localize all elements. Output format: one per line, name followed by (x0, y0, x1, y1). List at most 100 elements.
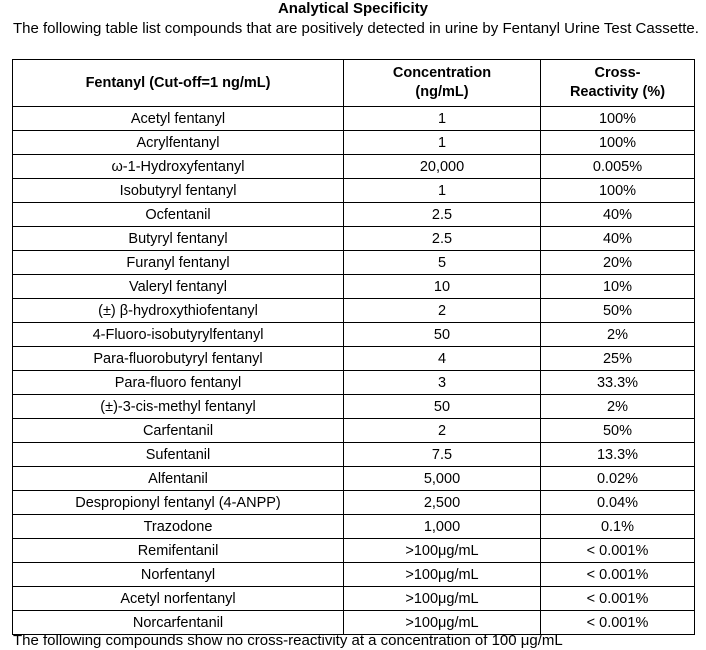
concentration-cell: 5,000 (343, 466, 541, 491)
table-header-row: Fentanyl (Cut-off=1 ng/mL) Concentration… (12, 59, 695, 107)
cross-reactivity-cell: < 0.001% (540, 562, 695, 587)
section-title: Analytical Specificity (277, 0, 429, 17)
compound-cell: Butyryl fentanyl (12, 226, 344, 251)
cross-reactivity-cell: 100% (540, 106, 695, 131)
compound-cell: Valeryl fentanyl (12, 274, 344, 299)
compound-cell: Isobutyryl fentanyl (12, 178, 344, 203)
compound-cell: Alfentanil (12, 466, 344, 491)
cross-reactivity-column-header: Cross- Reactivity (%) (540, 59, 695, 107)
concentration-cell: >100μg/mL (343, 610, 541, 635)
compound-cell: ω-1-Hydroxyfentanyl (12, 154, 344, 179)
cross-reactivity-cell: 0.02% (540, 466, 695, 491)
compound-cell: Para-fluorobutyryl fentanyl (12, 346, 344, 371)
cross-reactivity-cell: 40% (540, 226, 695, 251)
table-row: 4-Fluoro-isobutyrylfentanyl 50 2% (12, 322, 695, 347)
table-row: Alfentanil 5,000 0.02% (12, 466, 695, 491)
concentration-cell: 1 (343, 130, 541, 155)
compound-cell: (±)-3-cis-methyl fentanyl (12, 394, 344, 419)
concentration-cell: 7.5 (343, 442, 541, 467)
table-row: Para-fluorobutyryl fentanyl 4 25% (12, 346, 695, 371)
table-body: Acetyl fentanyl 1 100% Acrylfentanyl 1 100% ω-… (12, 106, 695, 635)
cross-reactivity-cell: 20% (540, 250, 695, 275)
concentration-cell: 50 (343, 394, 541, 419)
table-row: Acetyl norfentanyl >100μg/mL < 0.001% (12, 586, 695, 611)
concentration-cell: 2.5 (343, 202, 541, 227)
specificity-table: Fentanyl (Cut-off=1 ng/mL) Concentration… (12, 59, 695, 635)
cross-reactivity-cell: 33.3% (540, 370, 695, 395)
cross-reactivity-cell: 0.005% (540, 154, 695, 179)
concentration-cell: 2,500 (343, 490, 541, 515)
table-row: Para-fluoro fentanyl 3 33.3% (12, 370, 695, 395)
compound-cell: Carfentanil (12, 418, 344, 443)
concentration-cell: >100μg/mL (343, 562, 541, 587)
concentration-cell: 4 (343, 346, 541, 371)
footer-text: The following compounds show no cross-re… (13, 632, 563, 649)
concentration-header-line1: Concentration (392, 65, 492, 81)
compound-cell: Acetyl fentanyl (12, 106, 344, 131)
table-row: (±)-3-cis-methyl fentanyl 50 2% (12, 394, 695, 419)
cross-header-line1: Cross- (594, 65, 641, 81)
compound-cell: (±) β-hydroxythiofentanyl (12, 298, 344, 323)
concentration-cell: 3 (343, 370, 541, 395)
cross-reactivity-cell: 100% (540, 178, 695, 203)
concentration-cell: 2.5 (343, 226, 541, 251)
compound-cell: Norcarfentanil (12, 610, 344, 635)
concentration-cell: >100μg/mL (343, 586, 541, 611)
compound-cell: Furanyl fentanyl (12, 250, 344, 275)
table-row: Trazodone 1,000 0.1% (12, 514, 695, 539)
cross-reactivity-cell: 100% (540, 130, 695, 155)
compound-cell: Remifentanil (12, 538, 344, 563)
compound-cell: Norfentanyl (12, 562, 344, 587)
cross-reactivity-cell: 50% (540, 418, 695, 443)
table-row: Remifentanil >100μg/mL < 0.001% (12, 538, 695, 563)
concentration-cell: 1 (343, 106, 541, 131)
table-row: Butyryl fentanyl 2.5 40% (12, 226, 695, 251)
concentration-cell: 20,000 (343, 154, 541, 179)
cross-header-line2: Reactivity (%) (569, 84, 666, 100)
compound-header-label: Fentanyl (Cut-off=1 ng/mL) (85, 74, 271, 91)
concentration-cell: 50 (343, 322, 541, 347)
cross-reactivity-cell: 0.1% (540, 514, 695, 539)
compound-cell: Trazodone (12, 514, 344, 539)
cross-reactivity-cell: 50% (540, 298, 695, 323)
compound-cell: Acrylfentanyl (12, 130, 344, 155)
compound-cell: Acetyl norfentanyl (12, 586, 344, 611)
compound-cell: 4-Fluoro-isobutyrylfentanyl (12, 322, 344, 347)
compound-cell: Para-fluoro fentanyl (12, 370, 344, 395)
compound-cell: Sufentanil (12, 442, 344, 467)
cross-reactivity-cell: 0.04% (540, 490, 695, 515)
cross-reactivity-cell: < 0.001% (540, 586, 695, 611)
cross-reactivity-cell: 40% (540, 202, 695, 227)
concentration-cell: >100μg/mL (343, 538, 541, 563)
concentration-cell: 1 (343, 178, 541, 203)
cross-reactivity-cell: 13.3% (540, 442, 695, 467)
cross-reactivity-cell: < 0.001% (540, 610, 695, 635)
concentration-cell: 2 (343, 418, 541, 443)
table-row: (±) β-hydroxythiofentanyl 2 50% (12, 298, 695, 323)
table-row: Norfentanyl >100μg/mL < 0.001% (12, 562, 695, 587)
table-row: ω-1-Hydroxyfentanyl 20,000 0.005% (12, 154, 695, 179)
table-row: Norcarfentanil >100μg/mL < 0.001% (12, 610, 695, 635)
table-row: Acetyl fentanyl 1 100% (12, 106, 695, 131)
cross-reactivity-cell: 2% (540, 322, 695, 347)
table-row: Valeryl fentanyl 10 10% (12, 274, 695, 299)
table-row: Isobutyryl fentanyl 1 100% (12, 178, 695, 203)
cross-reactivity-cell: 10% (540, 274, 695, 299)
table-row: Ocfentanil 2.5 40% (12, 202, 695, 227)
intro-paragraph: The following table list compounds that … (13, 20, 699, 37)
cross-reactivity-cell: 2% (540, 394, 695, 419)
compound-cell: Ocfentanil (12, 202, 344, 227)
concentration-cell: 2 (343, 298, 541, 323)
table-row: Acrylfentanyl 1 100% (12, 130, 695, 155)
table-row: Furanyl fentanyl 5 20% (12, 250, 695, 275)
table-row: Carfentanil 2 50% (12, 418, 695, 443)
cross-reactivity-cell: < 0.001% (540, 538, 695, 563)
table-row: Sufentanil 7.5 13.3% (12, 442, 695, 467)
cross-reactivity-cell: 25% (540, 346, 695, 371)
compound-column-header: Fentanyl (Cut-off=1 ng/mL) (12, 59, 344, 107)
concentration-header-line2: (ng/mL) (415, 84, 469, 100)
concentration-column-header: Concentration (ng/mL) (343, 59, 541, 107)
compound-cell: Despropionyl fentanyl (4-ANPP) (12, 490, 344, 515)
concentration-cell: 10 (343, 274, 541, 299)
concentration-cell: 1,000 (343, 514, 541, 539)
